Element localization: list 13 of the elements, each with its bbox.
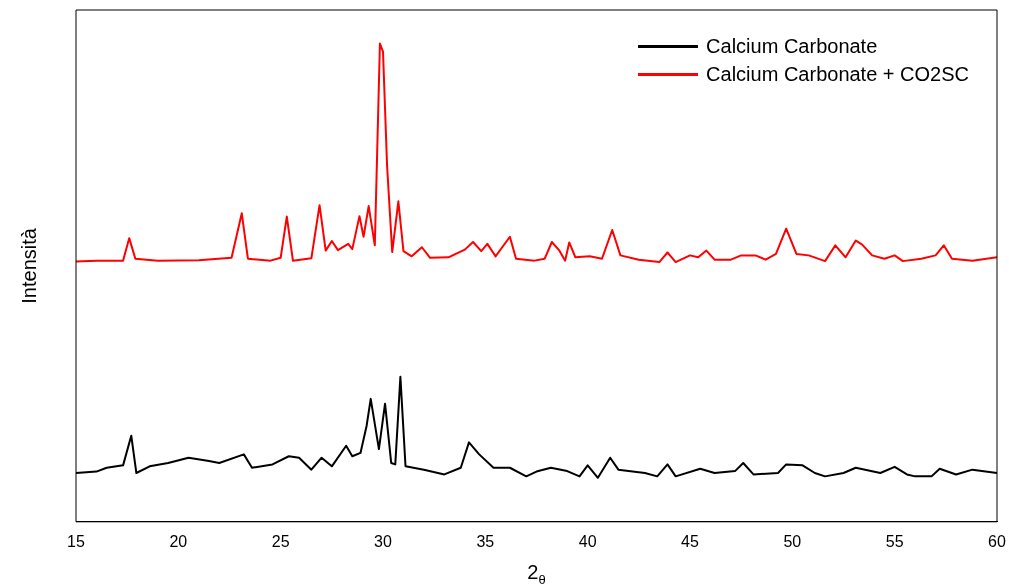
x-tick-label: 15 xyxy=(67,532,85,550)
x-tick-label: 55 xyxy=(885,532,904,550)
legend-label: Calcium Carbonate xyxy=(706,34,878,59)
x-tick-label: 30 xyxy=(374,532,392,550)
x-tick-label: 20 xyxy=(169,532,188,550)
x-tick-label: 35 xyxy=(476,532,495,550)
y-axis-title: Intensità xyxy=(17,227,40,304)
legend-label: Calcium Carbonate + CO2SC xyxy=(706,62,969,87)
x-tick-label: 60 xyxy=(988,532,1006,550)
x-tick-label: 25 xyxy=(271,532,290,550)
x-tick-label: 40 xyxy=(578,532,597,550)
x-tick-label: 45 xyxy=(681,532,699,550)
x-tick-label: 50 xyxy=(783,532,802,550)
